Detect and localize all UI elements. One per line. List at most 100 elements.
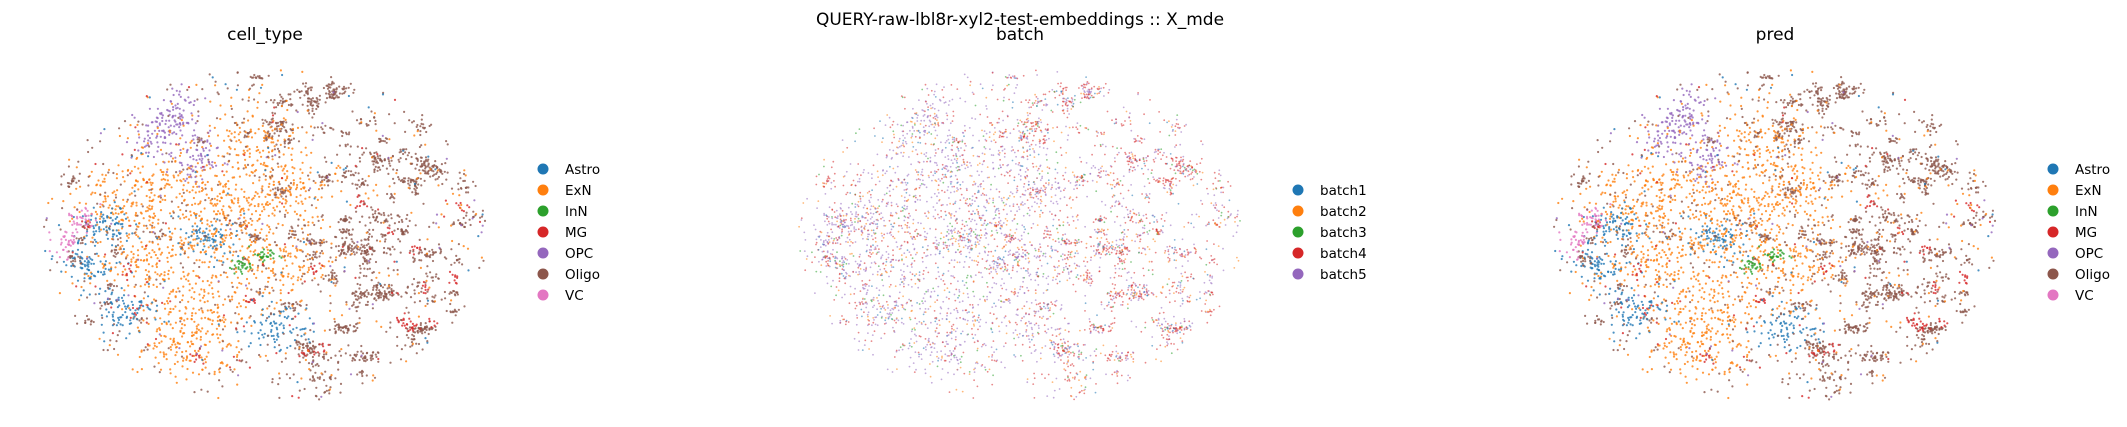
scatter-point [271, 117, 274, 120]
scatter-point [357, 172, 360, 175]
scatter-point [423, 127, 426, 130]
scatter-point [96, 213, 99, 216]
scatter-point [264, 203, 268, 206]
scatter-point [302, 218, 305, 221]
scatter-point [322, 86, 325, 90]
scatter-point [402, 318, 405, 321]
scatter-point [1175, 184, 1178, 187]
scatter-point [354, 294, 357, 297]
scatter-point [183, 324, 186, 327]
scatter-point [444, 297, 447, 300]
scatter-point [371, 253, 374, 256]
scatter-point [275, 322, 278, 325]
scatter-point [274, 187, 277, 190]
scatter-point [143, 248, 146, 251]
scatter-point [210, 232, 213, 235]
scatter-point [206, 239, 209, 242]
scatter-point [148, 178, 151, 181]
scatter-point [250, 240, 253, 244]
scatter-point [457, 188, 460, 191]
scatter-point [237, 374, 240, 377]
scatter-point [163, 161, 166, 164]
scatter-point [396, 292, 399, 295]
scatter-point [357, 245, 360, 248]
scatter-point [368, 233, 371, 236]
scatter-point [193, 129, 196, 132]
scatter-point [337, 361, 340, 364]
scatter-point [144, 346, 147, 349]
scatter-point [266, 359, 269, 362]
scatter-point [311, 97, 314, 100]
scatter-point [133, 312, 136, 315]
scatter-point [388, 227, 391, 230]
scatter-point [171, 232, 174, 235]
scatter-point [136, 326, 139, 329]
scatter-point [383, 240, 387, 243]
scatter-point [257, 128, 260, 131]
scatter-point [80, 285, 83, 289]
scatter-point [340, 180, 343, 184]
scatter-point [1061, 238, 1063, 241]
scatter-point [163, 302, 166, 306]
scatter-point [239, 249, 242, 252]
scatter-point [309, 187, 312, 190]
scatter-point [403, 110, 406, 113]
scatter-point [322, 241, 326, 244]
scatter-point [170, 200, 173, 203]
scatter-point [110, 291, 114, 294]
scatter-point [1030, 128, 1033, 130]
scatter-point [205, 332, 208, 335]
scatter-point [80, 251, 84, 254]
scatter-point [1065, 238, 1068, 241]
scatter-point [419, 266, 422, 269]
scatter-point [219, 361, 222, 365]
scatter-point [167, 160, 170, 163]
scatter-point [132, 253, 135, 256]
scatter-point [175, 132, 178, 136]
scatter-point [348, 229, 351, 232]
scatter-point [451, 192, 455, 195]
scatter-point [113, 201, 116, 204]
scatter-point [102, 331, 105, 334]
scatter-point [393, 98, 397, 101]
scatter-point [236, 353, 239, 357]
scatter-point [126, 234, 129, 237]
scatter-point [386, 287, 389, 290]
scatter-point [291, 131, 294, 134]
scatter-point [169, 100, 173, 103]
scatter-point [338, 85, 341, 88]
scatter-point [190, 296, 193, 299]
scatter-point [72, 235, 75, 238]
scatter-point [217, 93, 220, 96]
scatter-point [343, 270, 346, 273]
scatter-point [244, 294, 247, 297]
scatter-point [341, 228, 344, 231]
scatter-point [180, 119, 183, 122]
scatter-point [365, 374, 368, 377]
scatter-point [431, 295, 434, 298]
scatter-point [136, 249, 140, 252]
scatter-point [390, 288, 393, 291]
scatter-point [413, 324, 416, 327]
scatter-point [360, 243, 363, 246]
scatter-point [208, 260, 211, 263]
scatter-point [273, 340, 276, 344]
scatter-point [97, 270, 100, 274]
scatter-point [193, 291, 196, 294]
scatter-point [187, 236, 190, 239]
scatter-point [350, 244, 353, 248]
scatter-point [183, 198, 186, 201]
scatter-point [195, 216, 198, 219]
scatter-point [293, 210, 296, 213]
scatter-point [168, 292, 171, 295]
scatter-point [269, 176, 272, 179]
scatter-point [237, 199, 240, 202]
scatter-point [387, 291, 390, 294]
scatter-point [250, 332, 253, 335]
scatter-point [192, 169, 195, 172]
scatter-point [409, 296, 413, 299]
scatter-point [102, 220, 105, 223]
scatter-point [1189, 275, 1192, 278]
scatter-point [227, 135, 230, 138]
scatter-point [208, 284, 211, 287]
